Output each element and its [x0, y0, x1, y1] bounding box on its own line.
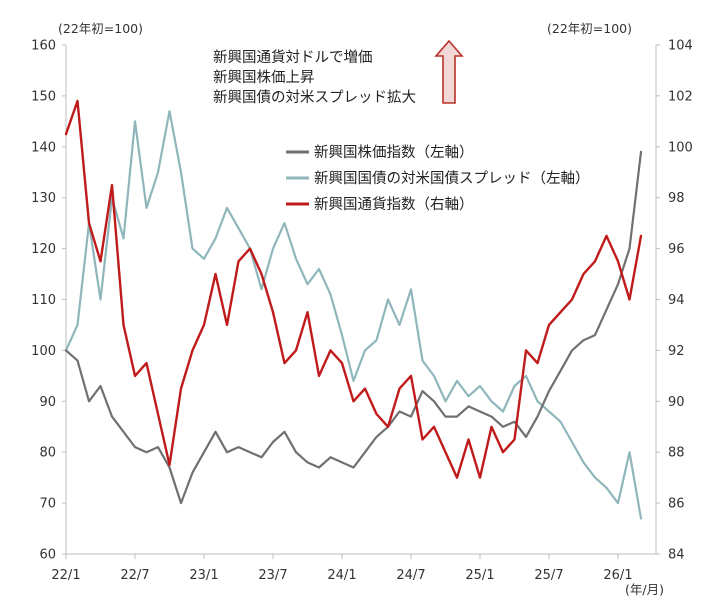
left-tick-label: 100 — [31, 344, 56, 359]
left-tick-label: 60 — [39, 548, 56, 563]
left-tick-label: 140 — [31, 140, 56, 155]
x-tick-label: 22/1 — [51, 568, 80, 583]
legend-label-currency: 新興国通貨指数（右軸） — [314, 196, 474, 213]
right-tick-label: 98 — [668, 191, 685, 206]
series-lines — [64, 99, 643, 520]
right-tick-label: 102 — [668, 89, 693, 104]
right-tick-label: 84 — [668, 548, 685, 563]
x-tick-label: 22/7 — [120, 568, 149, 583]
right-axis-unit-label: (22年初=100) — [547, 21, 632, 36]
left-tick-label: 80 — [39, 446, 56, 461]
spread-line — [64, 110, 643, 520]
left-tick-label: 90 — [39, 395, 56, 410]
left-tick-label: 110 — [31, 293, 56, 308]
annotation-line-3: 新興国債の対米スプレッド拡大 — [213, 89, 416, 106]
left-tick-label: 160 — [31, 39, 56, 54]
x-tick-label: 23/1 — [189, 568, 218, 583]
x-tick-labels: 22/1 22/7 23/1 23/7 24/1 24/7 25/1 25/7 26/1 — [51, 554, 633, 583]
legend-label-spread: 新興国国債の対米国債スプレッド（左軸） — [314, 170, 590, 187]
left-tick-label: 120 — [31, 242, 56, 257]
left-tick-label: 150 — [31, 89, 56, 104]
x-axis-label: (年/月) — [625, 582, 664, 597]
right-tick-label: 90 — [668, 395, 685, 410]
right-tick-label: 104 — [668, 39, 693, 54]
right-tick-label: 86 — [668, 497, 685, 512]
legend-label-stock: 新興国株価指数（左軸） — [314, 144, 474, 161]
right-tick-label: 92 — [668, 344, 685, 359]
x-tick-label: 23/7 — [258, 568, 287, 583]
left-tick-labels: 60 70 80 90 100 110 120 130 140 150 160 — [31, 39, 66, 563]
x-tick-label: 24/1 — [327, 568, 356, 583]
right-tick-label: 100 — [668, 140, 693, 155]
right-tick-label: 88 — [668, 446, 685, 461]
up-arrow-icon — [434, 39, 464, 104]
x-tick-label: 26/1 — [603, 568, 632, 583]
annotation-line-2: 新興国株価上昇 — [213, 69, 315, 86]
annotation: 新興国通貨対ドルで増価 新興国株価上昇 新興国債の対米スプレッド拡大 — [213, 39, 464, 106]
stock-index-line — [64, 150, 643, 505]
annotation-line-1: 新興国通貨対ドルで増価 — [213, 49, 373, 66]
axes — [65, 45, 657, 555]
right-tick-label: 94 — [668, 293, 685, 308]
right-tick-labels: 84 86 88 90 92 94 96 98 100 102 104 — [656, 39, 693, 563]
right-tick-label: 96 — [668, 242, 685, 257]
left-tick-label: 130 — [31, 191, 56, 206]
x-tick-label: 25/7 — [534, 568, 563, 583]
left-tick-label: 70 — [39, 497, 56, 512]
legend: 新興国株価指数（左軸） 新興国国債の対米国債スプレッド（左軸） 新興国通貨指数（… — [286, 144, 590, 213]
currency-index-line — [64, 99, 643, 479]
x-tick-label: 25/1 — [465, 568, 494, 583]
left-axis-unit-label: (22年初=100) — [58, 21, 143, 36]
x-tick-label: 24/7 — [396, 568, 425, 583]
